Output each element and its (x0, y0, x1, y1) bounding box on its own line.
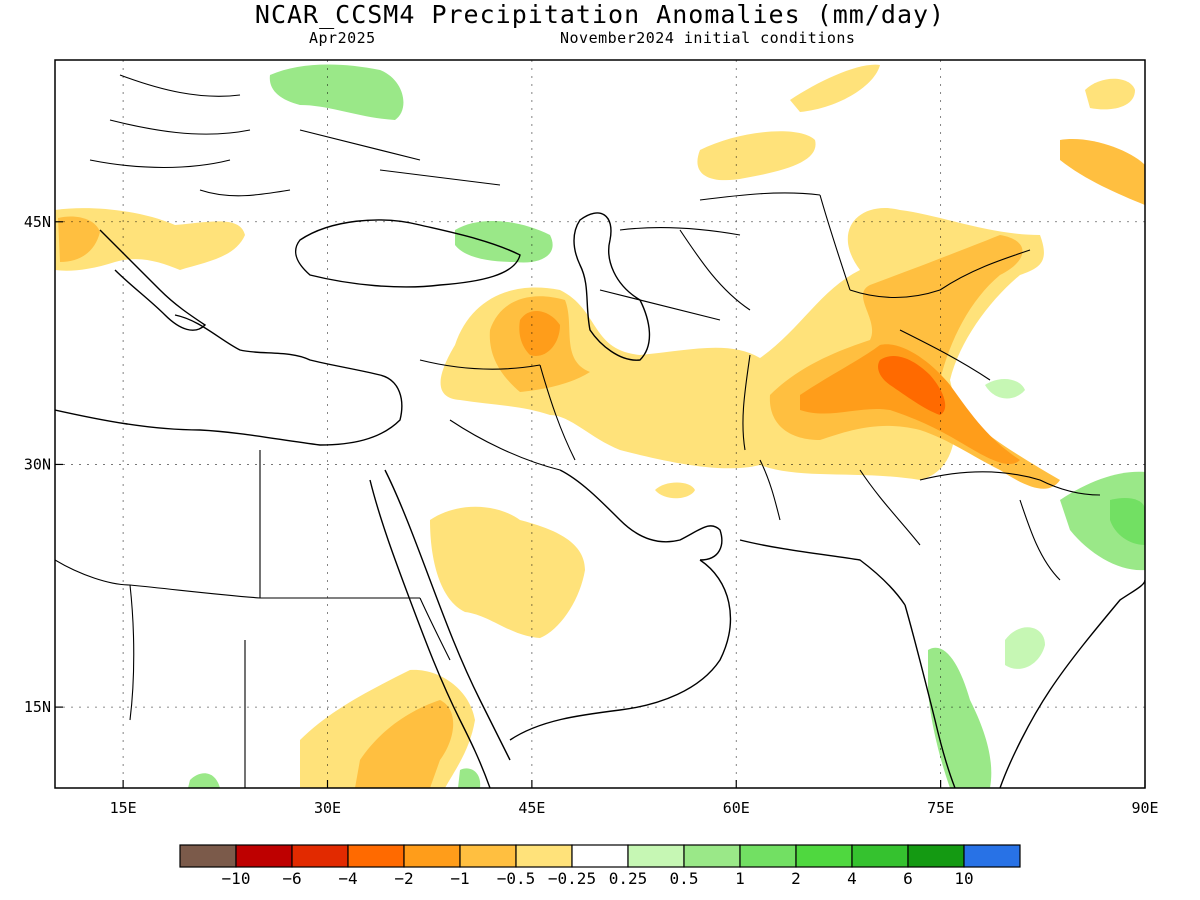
colorbar-label: 4 (847, 869, 857, 888)
india-west-coast (904, 604, 956, 788)
colorbar-label: −0.5 (497, 869, 536, 888)
dry-anomaly-region-gulf (655, 482, 695, 499)
map-frame (54, 59, 1146, 789)
colorbar-swatch (851, 844, 909, 868)
latitude-tick-label: 30N (24, 455, 51, 473)
wet-anomaly-region-india-east (1005, 627, 1045, 669)
latitude-tick-label: 45N (24, 213, 51, 231)
dry-anomaly-region-north (790, 64, 880, 112)
colorbar-label: −6 (282, 869, 301, 888)
colorbar-swatch (963, 844, 1021, 868)
colorbar-label: 0.25 (609, 869, 648, 888)
wet-anomaly-region-kenya (458, 768, 481, 788)
wet-anomaly-region-ukraine (269, 64, 404, 120)
dry-anomaly-region-arabia (430, 506, 585, 638)
red-sea-west-coast (369, 479, 491, 788)
wet-anomaly-region-caucasus (455, 220, 553, 263)
caspian-sea-coast (573, 212, 651, 361)
map-gridlines (55, 60, 1145, 788)
strong-dry-region-himalaya (800, 344, 1020, 465)
colorbar-swatch (459, 844, 517, 868)
colorbar-swatch (291, 844, 349, 868)
dry-anomaly-region-mongolia (1085, 78, 1135, 110)
colorbar-label: −1 (450, 869, 469, 888)
longitude-axis: 15E 30E 45E 60E 75E 90E (110, 780, 1159, 817)
borders-central-asia (619, 192, 1031, 381)
arabian-sea-coast (509, 559, 732, 741)
colorbar-swatch (235, 844, 293, 868)
initial-conditions-label: November2024 initial conditions (560, 29, 856, 47)
borders-middle-east (419, 229, 781, 521)
moderate-dry-region-adriatic (58, 216, 100, 262)
colorbar-label: 2 (791, 869, 801, 888)
mediterranean-coast (55, 314, 403, 446)
strong-dry-region-armenia (519, 310, 560, 356)
colorbar-swatch (403, 844, 461, 868)
colorbar-label: −4 (338, 869, 357, 888)
colorbar-label: −0.25 (548, 869, 596, 888)
moderate-dry-region-mongolia (1060, 139, 1145, 205)
persian-gulf-coast (559, 469, 723, 561)
very-strong-dry-region-kashmir (878, 355, 946, 415)
wet-anomaly-region-bangladesh-core (1110, 498, 1145, 545)
dry-anomaly-region-balkans (55, 208, 245, 271)
wet-anomaly-region-india-south (928, 647, 992, 788)
longitude-tick-label: 30E (314, 799, 341, 817)
borders-africa (55, 450, 451, 788)
colorbar-swatch (683, 844, 741, 868)
colorbar-swatch (739, 844, 797, 868)
map-title: NCAR_CCSM4 Precipitation Anomalies (mm/d… (254, 0, 946, 29)
anomaly-shading (55, 64, 1145, 788)
colorbar-swatch (179, 844, 237, 868)
italy-coast (99, 229, 207, 331)
colorbar: −10 −6 −4 −2 −1 −0.5 −0.25 0.25 0.5 1 2 4 6 10 (179, 844, 1021, 888)
longitude-tick-label: 45E (518, 799, 545, 817)
colorbar-swatch (907, 844, 965, 868)
wet-anomaly-region-bengal (1060, 471, 1145, 571)
longitude-tick-label: 90E (1131, 799, 1158, 817)
borders-europe (89, 74, 501, 197)
red-sea-coast (384, 469, 511, 761)
colorbar-label: 0.5 (670, 869, 699, 888)
latitude-tick-label: 15N (24, 698, 51, 716)
valid-month-label: Apr2025 (309, 29, 376, 47)
latitude-axis: 45N 30N 15N (24, 213, 63, 716)
dry-anomaly-region-central-asia (697, 131, 816, 181)
india-east-coast (999, 579, 1145, 788)
longitude-tick-label: 60E (723, 799, 750, 817)
colorbar-swatch (515, 844, 573, 868)
wet-anomaly-region-sudan (188, 773, 220, 788)
colorbar-swatch (627, 844, 685, 868)
colorbar-label: −10 (222, 869, 251, 888)
colorbar-label: 6 (903, 869, 913, 888)
colorbar-swatch (347, 844, 405, 868)
colorbar-swatch (571, 844, 629, 868)
wet-anomaly-region-nepal (985, 378, 1025, 399)
pakistan-coast (739, 539, 906, 606)
black-sea-coast (294, 219, 521, 288)
longitude-tick-label: 15E (110, 799, 137, 817)
longitude-tick-label: 75E (927, 799, 954, 817)
colorbar-label: 10 (954, 869, 973, 888)
coastlines-and-borders (55, 74, 1145, 788)
colorbar-label: −2 (394, 869, 413, 888)
borders-south-asia (859, 469, 1101, 581)
colorbar-swatch (795, 844, 853, 868)
colorbar-label: 1 (735, 869, 745, 888)
moderate-dry-region-ethiopia (355, 700, 454, 788)
